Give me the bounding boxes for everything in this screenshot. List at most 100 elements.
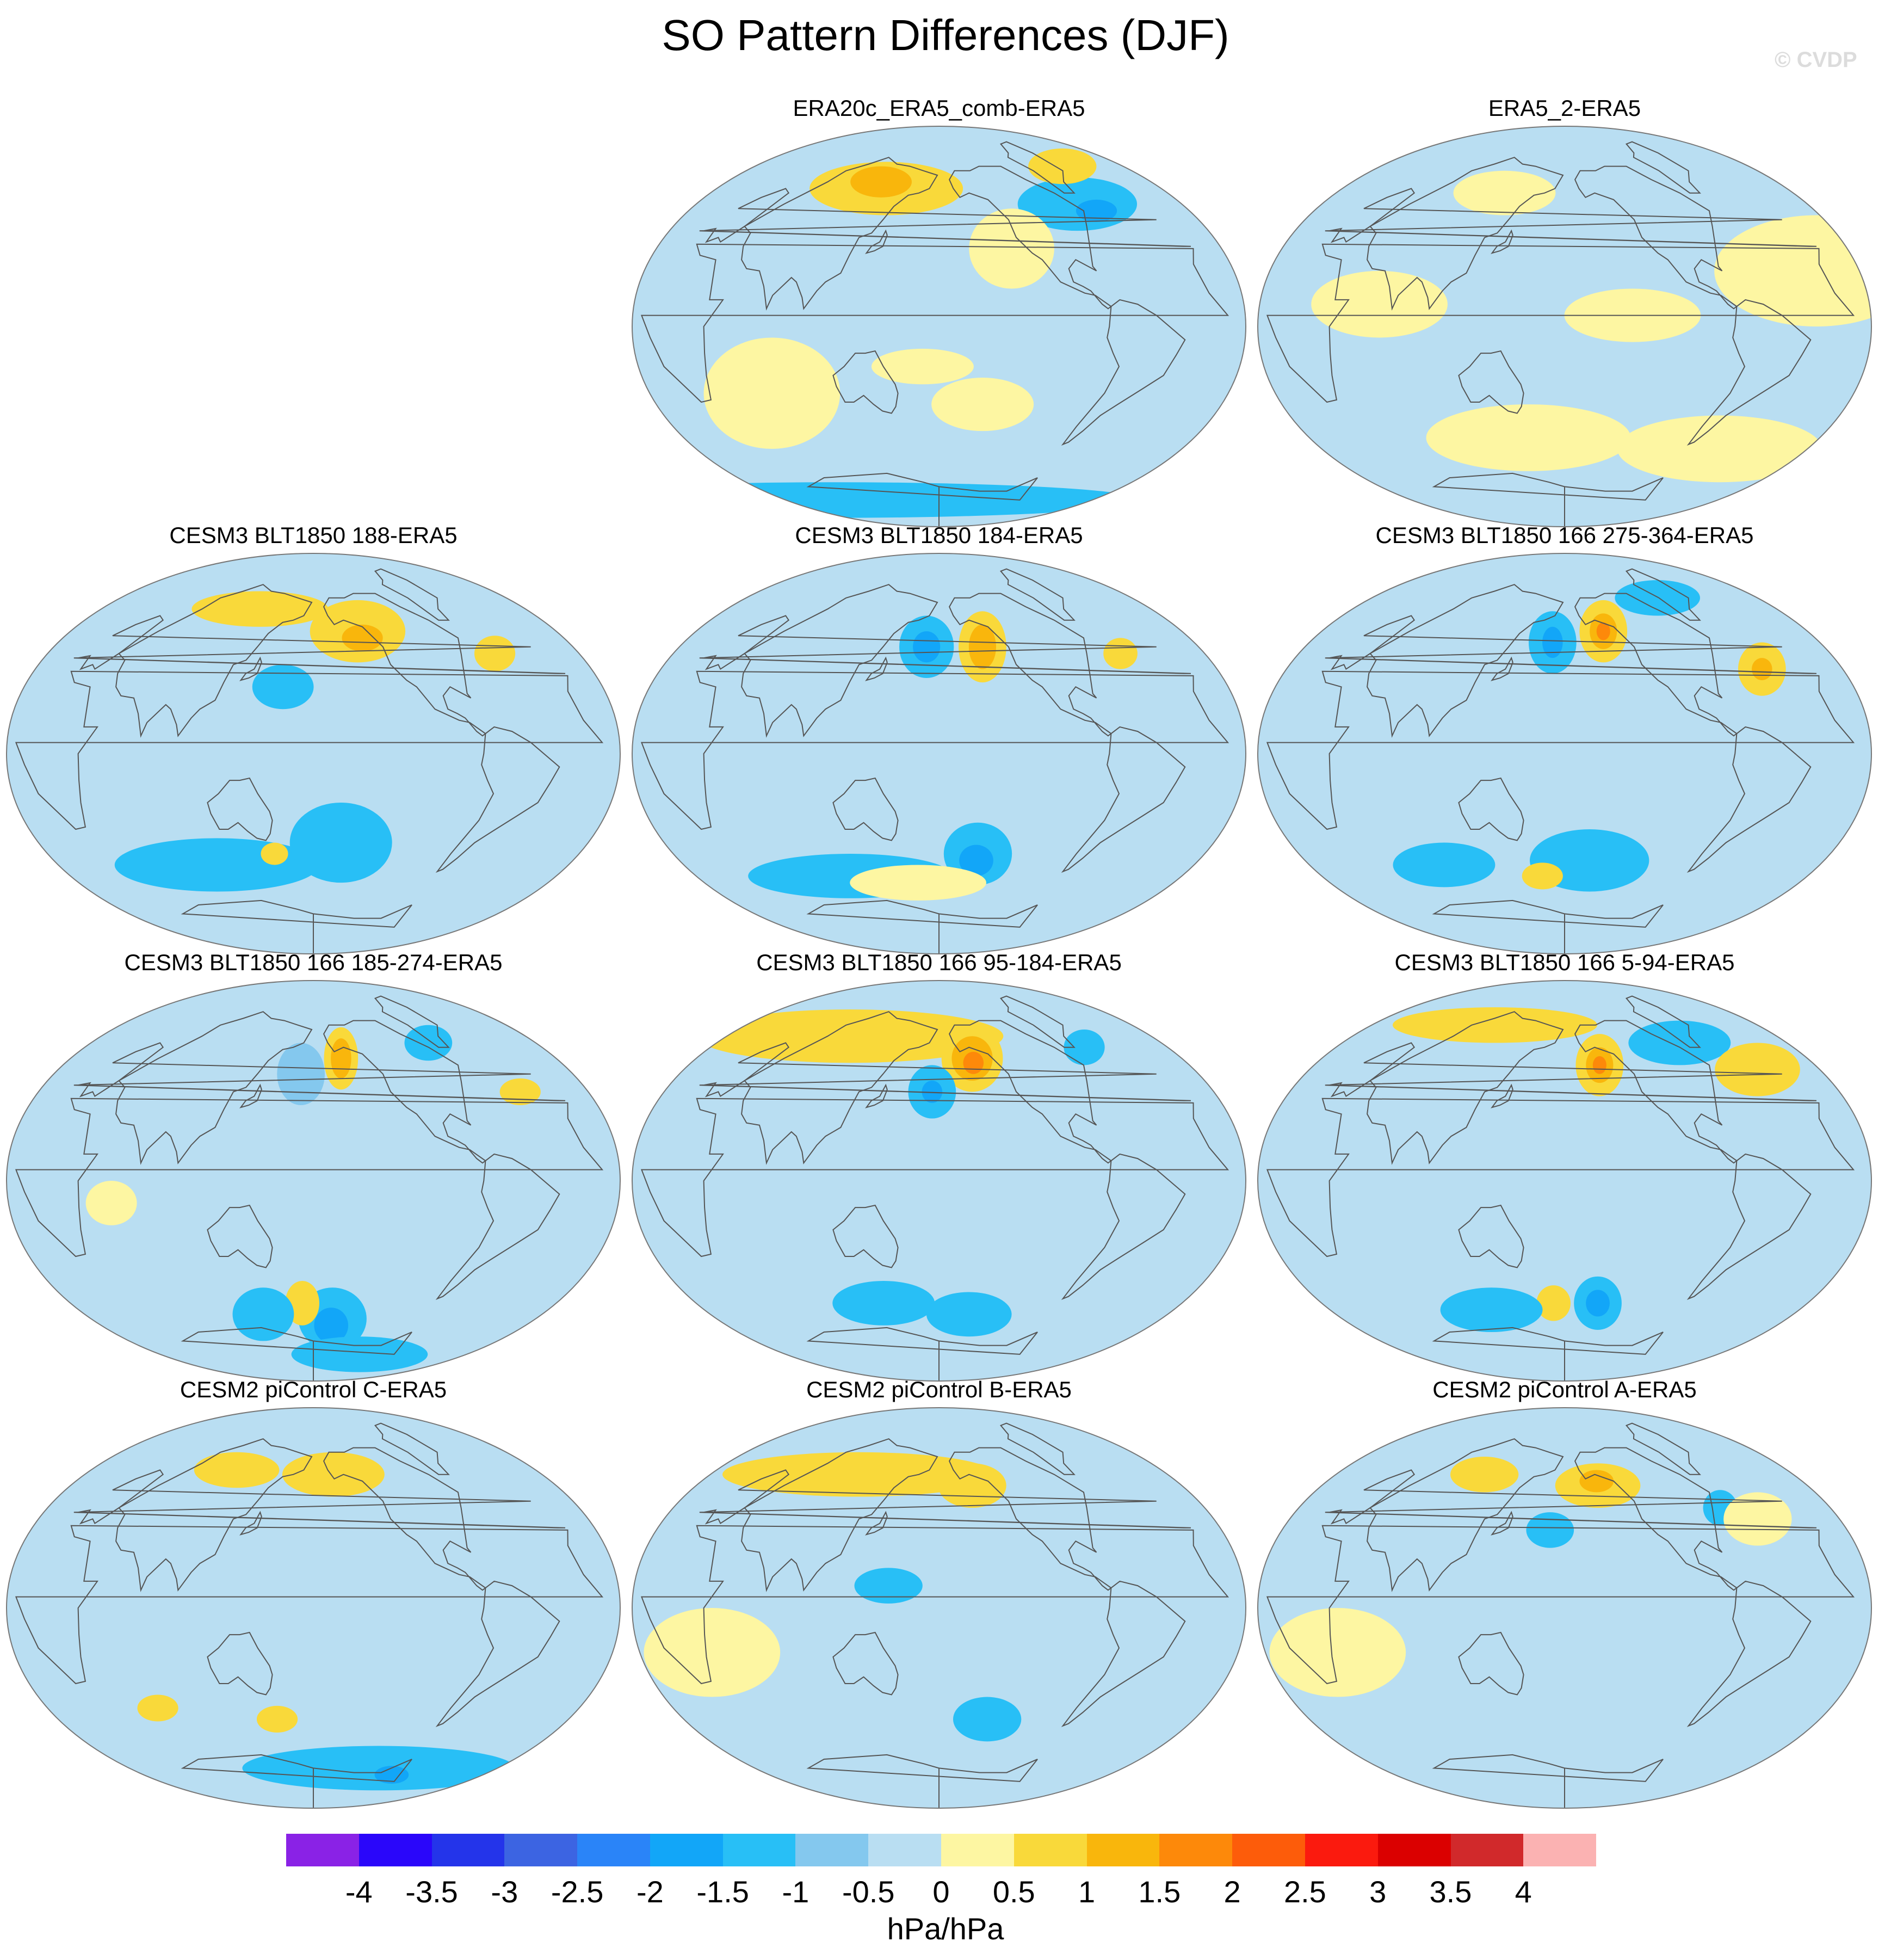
positive-anomaly — [137, 1694, 178, 1722]
negative-anomaly — [374, 1766, 409, 1784]
coastline — [181, 1754, 412, 1808]
coastline — [1686, 1153, 1812, 1300]
map-panel: CESM2 piControl B-ERA5 — [630, 1374, 1248, 1809]
coastline — [640, 670, 1229, 830]
positive-anomaly — [1522, 862, 1563, 890]
colorbar-tick-label: -3.5 — [405, 1875, 458, 1909]
coastline — [207, 1631, 273, 1696]
colorbar-tick-label: -2 — [636, 1875, 664, 1909]
map-border — [1257, 553, 1872, 954]
positive-anomaly — [871, 348, 974, 385]
colorbar-tick-label: -2.5 — [551, 1875, 604, 1909]
colorbar-segment — [286, 1834, 359, 1866]
positive-anomaly — [85, 1181, 137, 1225]
coastline — [1458, 350, 1524, 414]
coastline — [15, 670, 604, 830]
colorbar-segment — [359, 1834, 432, 1866]
negative-anomaly — [854, 1568, 923, 1604]
coastline — [1061, 1580, 1186, 1727]
colorbar-segment — [1523, 1834, 1597, 1866]
map-panel: CESM3 BLT1850 166 185-274-ERA5 — [4, 947, 622, 1382]
positive-anomaly — [963, 1051, 984, 1074]
negative-anomaly — [1586, 1290, 1610, 1317]
coastline — [1367, 1438, 1564, 1592]
positive-anomaly — [1715, 1043, 1800, 1096]
negative-anomaly — [1064, 1029, 1105, 1065]
coastline — [323, 593, 487, 737]
map-plot — [632, 553, 1246, 954]
coastline — [207, 1204, 273, 1268]
panel-title: CESM2 piControl C-ERA5 — [180, 1377, 447, 1402]
coastline — [999, 995, 1076, 1048]
negative-anomaly — [1615, 580, 1701, 616]
map-background — [632, 1408, 1246, 1808]
coastline — [1266, 1525, 1855, 1685]
map-border — [6, 980, 621, 1382]
colorbar-tick-label: -4 — [345, 1875, 373, 1909]
coastline — [1686, 1580, 1812, 1727]
coastline — [181, 1327, 412, 1381]
map-border — [632, 126, 1246, 527]
negative-anomaly — [242, 1746, 515, 1791]
positive-anomaly — [968, 624, 997, 669]
coastline — [73, 1042, 566, 1101]
map-plot — [632, 126, 1246, 527]
positive-anomaly — [1450, 1456, 1519, 1493]
map-background — [632, 981, 1246, 1381]
coastline — [699, 188, 1191, 247]
coastline — [1574, 1020, 1738, 1164]
coastline — [948, 593, 1113, 737]
positive-anomaly — [1592, 1056, 1606, 1074]
coastline — [73, 1469, 566, 1528]
map-border — [632, 553, 1246, 954]
coastline — [1625, 995, 1701, 1048]
colorbar-tick-label: 2 — [1223, 1875, 1241, 1909]
coastline — [1574, 165, 1738, 310]
map-plot — [1257, 553, 1872, 954]
coastline — [1325, 615, 1817, 674]
coastline — [15, 1098, 604, 1258]
positive-anomaly — [1617, 415, 1822, 483]
colorbar-tick-label: -0.5 — [842, 1875, 895, 1909]
positive-anomaly — [1752, 658, 1772, 681]
map-plot — [6, 1407, 621, 1809]
positive-anomaly — [1453, 170, 1556, 215]
coastline — [1061, 1153, 1186, 1300]
colorbar-segment — [577, 1834, 650, 1866]
map-content — [7, 553, 620, 954]
cvdp-watermark: © CVDP — [1775, 48, 1857, 72]
colorbar-tick-label: -1 — [782, 1875, 809, 1909]
positive-anomaly — [1723, 1492, 1792, 1546]
map-plot — [632, 980, 1246, 1382]
coastline — [1574, 593, 1738, 737]
map-background — [1258, 553, 1871, 954]
colorbar-segment — [650, 1834, 723, 1866]
negative-anomaly — [1628, 1020, 1731, 1065]
panel-title: CESM2 piControl B-ERA5 — [806, 1377, 1072, 1402]
negative-anomaly — [252, 664, 314, 710]
coastline — [1432, 1754, 1664, 1808]
coastline — [640, 1525, 1229, 1685]
positive-anomaly — [1536, 1285, 1571, 1321]
coastline — [1266, 1098, 1855, 1258]
map-plot — [632, 1407, 1246, 1809]
map-plot — [6, 980, 621, 1382]
colorbar-segment — [1450, 1834, 1524, 1866]
positive-anomaly — [1103, 638, 1138, 669]
negative-anomaly — [314, 1308, 349, 1343]
coastline — [115, 1011, 313, 1165]
positive-anomaly — [1392, 1007, 1597, 1043]
positive-anomaly — [282, 1452, 385, 1497]
coastline — [832, 1631, 899, 1696]
coastline — [1574, 1447, 1738, 1591]
negative-anomaly — [277, 1043, 325, 1105]
coastline — [1325, 188, 1817, 247]
coastline — [948, 1020, 1113, 1164]
coastline — [1061, 299, 1186, 446]
map-border — [1257, 980, 1872, 1382]
map-content — [1258, 553, 1871, 954]
coastline — [699, 1042, 1191, 1101]
colorbar-tick-label: 0.5 — [992, 1875, 1035, 1909]
colorbar-tick-label: 1.5 — [1138, 1875, 1181, 1909]
positive-anomaly — [931, 378, 1034, 432]
